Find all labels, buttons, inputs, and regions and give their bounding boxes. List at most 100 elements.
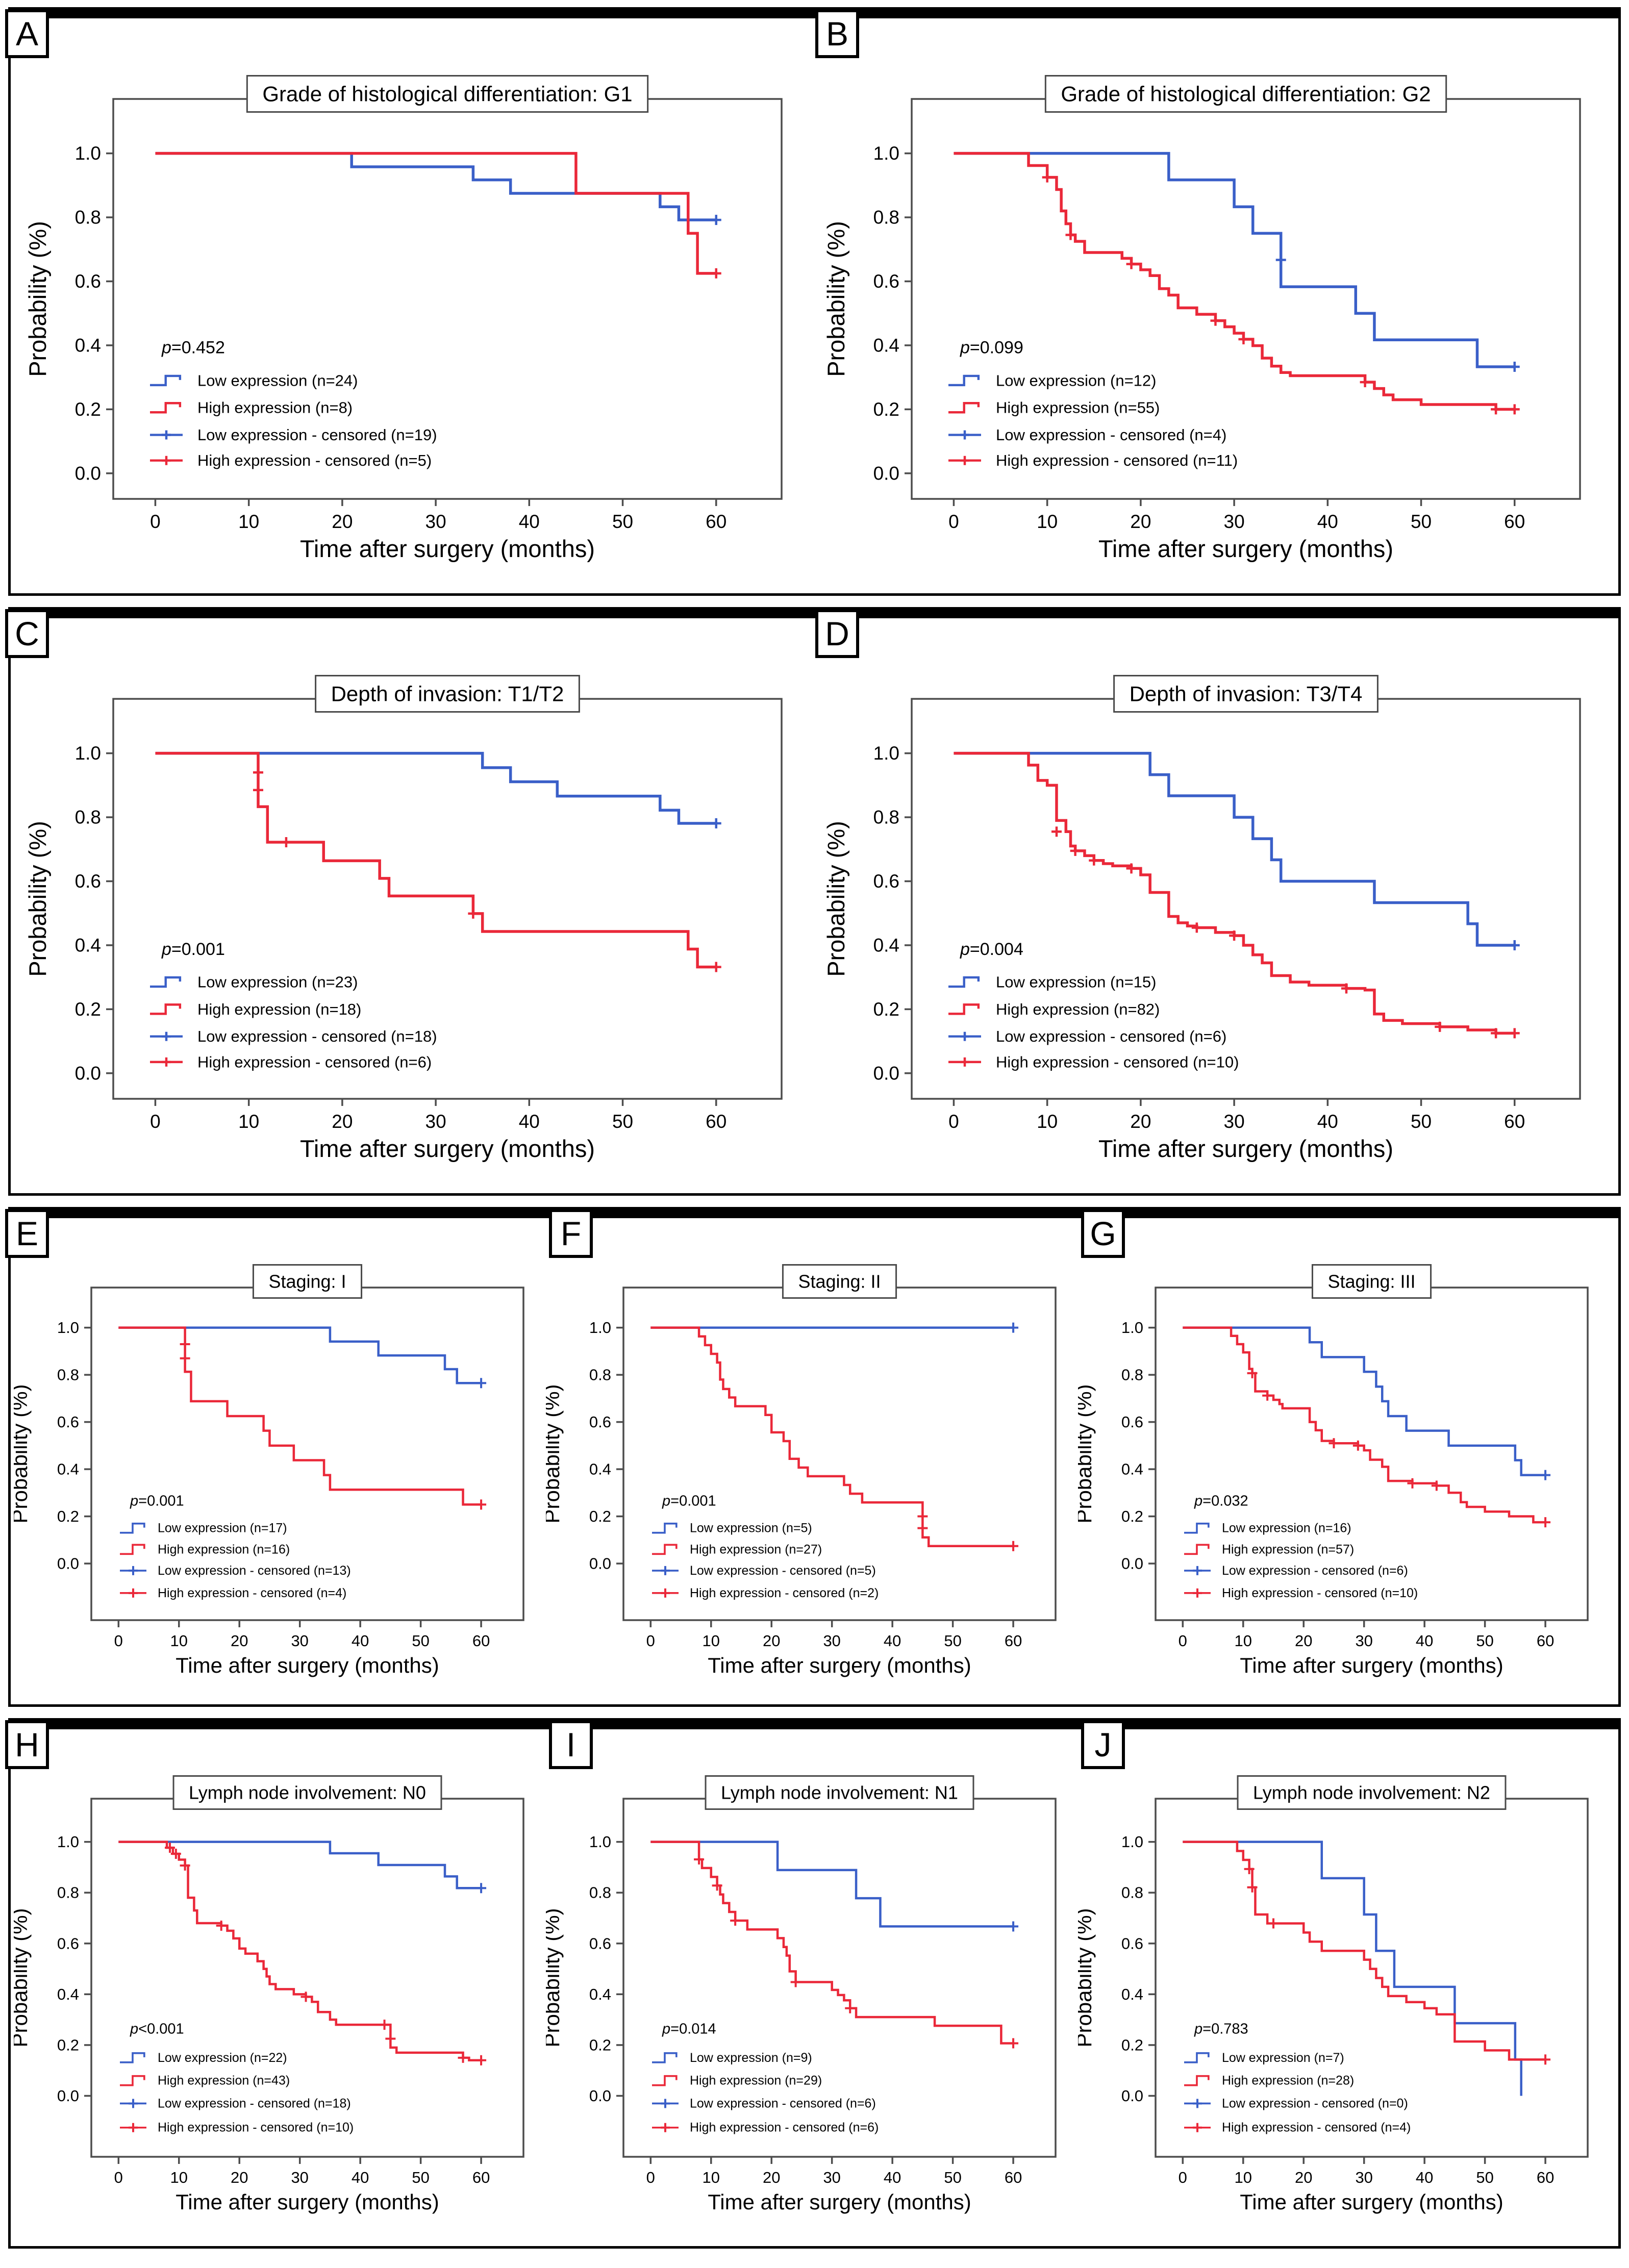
panel-title: Depth of invasion: T1/T2 [331, 682, 564, 706]
censor-mark-low [1008, 1322, 1019, 1333]
y-tick-label: 0.6 [873, 271, 899, 292]
legend-label: Low expression - censored (n=4) [996, 426, 1226, 444]
legend-label: Low expression (n=16) [1222, 1521, 1351, 1535]
y-tick-label: 1.0 [873, 143, 899, 164]
survival-curve-low [118, 1326, 482, 1384]
y-axis-label: Probability (%) [546, 1384, 564, 1523]
legend-label: Low expression (n=24) [197, 371, 358, 389]
legend-line-swatch [1184, 2052, 1210, 2063]
legend-line-swatch [1184, 1544, 1210, 1555]
p-value: p=0.783 [1194, 2021, 1248, 2037]
censor-mark-high [1509, 1028, 1520, 1039]
legend-label: High expression - censored (n=10) [1222, 1586, 1418, 1600]
legend-label: High expression (n=8) [197, 399, 353, 417]
legend-line-swatch [1184, 1522, 1210, 1534]
censor-mark-high [1070, 845, 1081, 856]
x-tick-label: 60 [1537, 1632, 1554, 1650]
survival-curve-low [118, 1841, 482, 1889]
x-tick-label: 20 [763, 1632, 780, 1650]
legend-line-swatch [120, 1522, 145, 1534]
survival-curve-low [155, 751, 716, 825]
panel-title-box: Depth of invasion: T1/T2 [315, 675, 580, 713]
panel-title-box: Lymph node involvement: N2 [1237, 1775, 1507, 1810]
y-tick-label: 0.2 [873, 399, 899, 420]
censor-mark-high [917, 1511, 928, 1522]
panel-title-box: Staging: III [1311, 1264, 1432, 1299]
y-tick-label: 1.0 [57, 1833, 79, 1851]
panel-title: Grade of histological differentiation: G… [1061, 82, 1431, 106]
panel-cell-E: 0 10 20 30 40 50 60 0.0 0.2 0.4 0.6 0.8 1.0 Time afte… [8, 1222, 546, 1703]
legend-censor-plus [1193, 1588, 1202, 1598]
censor-mark-high [1247, 1368, 1258, 1378]
y-axis-label: Probability (%) [24, 821, 51, 977]
x-tick-label: 30 [823, 2169, 840, 2186]
censor-mark-high [1008, 2038, 1019, 2049]
x-tick-label: 50 [1476, 2169, 1493, 2186]
censor-mark-high [1051, 826, 1062, 837]
y-tick-label: 0.4 [873, 935, 899, 955]
legend-censor-plus [1193, 2123, 1202, 2132]
x-tick-label: 30 [1355, 2169, 1372, 2186]
legend-label: Low expression - censored (n=0) [1222, 2096, 1408, 2110]
y-tick-label: 0.4 [57, 1985, 79, 2003]
y-tick-label: 1.0 [873, 743, 899, 764]
legend-censor-plus [1193, 1566, 1202, 1575]
x-tick-label: 10 [170, 1632, 188, 1650]
panel-title: Lymph node involvement: N0 [189, 1782, 426, 1803]
y-tick-label: 0.2 [589, 2036, 611, 2054]
x-tick-label: 30 [425, 1111, 446, 1132]
y-axis-label: Probability (%) [546, 1908, 564, 2047]
panel-cell-H: 0 10 20 30 40 50 60 0.0 0.2 0.4 0.6 0.8 1.0 Time afte… [8, 1733, 546, 2245]
survival-curve-low [954, 152, 1515, 368]
legend-line-swatch [150, 1003, 182, 1015]
x-axis-label: Time after surgery (months) [176, 1653, 439, 1677]
x-tick-label: 10 [1037, 1111, 1058, 1132]
legend-censor-plus [960, 456, 969, 465]
censor-mark-high [1238, 334, 1249, 345]
x-tick-label: 60 [1005, 2169, 1022, 2186]
legend-label: Low expression (n=7) [1222, 2051, 1344, 2065]
censor-mark-high [1229, 930, 1240, 941]
legend-censor-plus [661, 2099, 670, 2108]
x-tick-label: 20 [231, 2169, 248, 2186]
censor-mark-high [1509, 404, 1520, 415]
y-tick-label: 1.0 [589, 1319, 611, 1337]
censor-mark-high [165, 1843, 175, 1853]
km-panel-D: 0 10 20 30 40 50 60 0.0 0.2 0.4 0.6 0.8 1.0 Time afte… [822, 675, 1581, 1162]
y-axis-label: Probability (%) [14, 1384, 32, 1523]
legend-label: High expression (n=57) [1222, 1542, 1354, 1556]
p-value: p=0.001 [662, 1493, 716, 1509]
y-tick-label: 0.2 [1121, 1507, 1143, 1525]
survival-curve-low [1183, 1841, 1522, 2096]
censor-mark-low [476, 1883, 487, 1894]
panel-title: Staging: III [1327, 1271, 1415, 1292]
legend: Low expression (n=23) High expression (n=… [150, 973, 437, 1071]
censor-mark-high [712, 1880, 722, 1891]
y-tick-label: 0.0 [57, 1555, 79, 1573]
x-tick-label: 60 [1005, 1632, 1022, 1650]
panel-cell-D: 0 10 20 30 40 50 60 0.0 0.2 0.4 0.6 0.8 1.0 Time afte… [812, 622, 1611, 1192]
censor-mark-high [1065, 230, 1076, 240]
censor-mark-high [1247, 1882, 1258, 1893]
x-tick-label: 20 [332, 1111, 353, 1132]
legend: Low expression (n=15) High expression (n=… [948, 973, 1239, 1071]
x-tick-label: 10 [1037, 511, 1058, 532]
figure-row-3: E 0 10 20 30 40 50 60 0.0 0.2 0.4 0.6 0.8 1.0 Time aft… [5, 1207, 1621, 1707]
p-value: p=0.001 [161, 940, 225, 959]
legend-line-swatch [1184, 2075, 1210, 2086]
y-tick-label: 0.6 [589, 1934, 611, 1952]
x-tick-label: 50 [412, 1632, 429, 1650]
x-tick-label: 50 [1476, 1632, 1493, 1650]
censor-mark-high [180, 1353, 190, 1364]
x-tick-label: 60 [472, 1632, 490, 1650]
x-tick-label: 60 [472, 2169, 490, 2186]
legend-label: High expression (n=16) [158, 1542, 290, 1556]
y-tick-label: 0.4 [1121, 1985, 1143, 2003]
legend-label: Low expression - censored (n=5) [690, 1564, 876, 1578]
x-tick-label: 50 [412, 2169, 429, 2186]
censor-mark-high [845, 2003, 856, 2013]
x-tick-label: 0 [948, 511, 959, 532]
x-tick-label: 40 [1416, 1632, 1433, 1650]
survival-curve-high [118, 1841, 482, 2062]
